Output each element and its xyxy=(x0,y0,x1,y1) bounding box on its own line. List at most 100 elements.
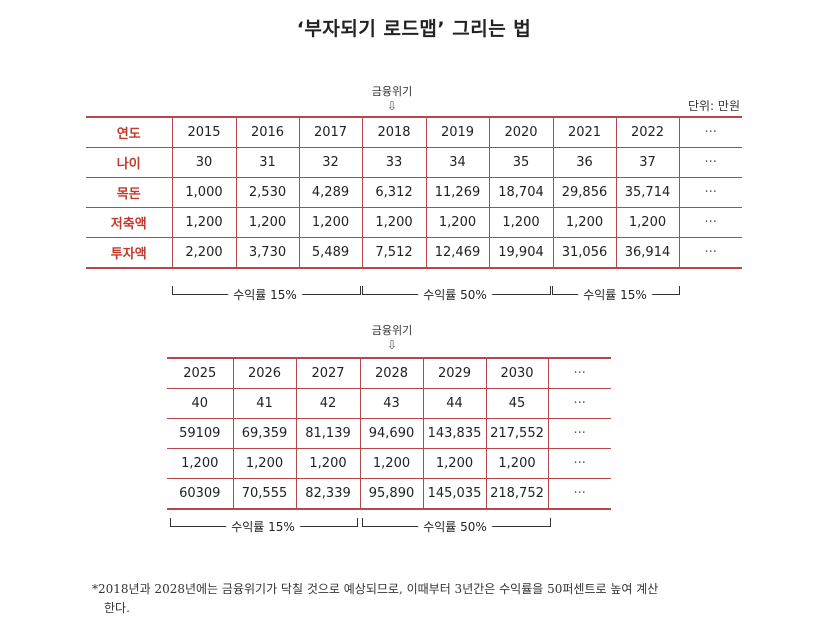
footnote-line-1: *2018년과 2028년에는 금융위기가 닥칠 것으로 예상되므로, 이때부터… xyxy=(92,582,659,596)
return-label-3: 수익률 15% xyxy=(578,286,652,303)
table-cell: 35,714 xyxy=(615,177,680,208)
table-cell: 4,289 xyxy=(298,177,363,208)
table-cell: ··· xyxy=(678,177,742,208)
table-cell: 42 xyxy=(295,388,361,419)
table-cell: 44 xyxy=(422,388,487,419)
page-title: ‘부자되기 로드맵’ 그리는 법 xyxy=(296,18,532,40)
table-cell: 2018 xyxy=(361,116,427,148)
table-row: 1,200 1,200 1,200 1,200 1,200 1,200 ··· xyxy=(167,448,611,479)
table-cell: ··· xyxy=(678,147,742,178)
table-cell: 36,914 xyxy=(615,237,680,269)
table-cell: ··· xyxy=(678,237,742,269)
table-cell: 81,139 xyxy=(295,418,361,449)
table-row: 2025 2026 2027 2028 2029 2030 ··· xyxy=(167,357,611,389)
table-cell: 1,200 xyxy=(167,448,234,479)
table-cell: 29,856 xyxy=(552,177,617,208)
down-arrow-icon: ⇩ xyxy=(386,338,398,352)
table-cell: 34 xyxy=(425,147,490,178)
table-cell: 6,312 xyxy=(361,177,427,208)
table-cell: ··· xyxy=(547,418,611,449)
row-header: 나이 xyxy=(86,147,173,178)
down-arrow-icon: ⇩ xyxy=(386,99,398,113)
table-cell: 1,200 xyxy=(422,448,487,479)
crisis-marker-2028: 금융위기 ⇩ xyxy=(352,322,432,351)
table-cell: 218,752 xyxy=(485,478,549,510)
table-row: 투자액 2,200 3,730 5,489 7,512 12,469 19,904 31,05… xyxy=(86,237,742,269)
table-cell: 43 xyxy=(359,388,424,419)
table-cell: 12,469 xyxy=(425,237,490,269)
table-cell: 1,200 xyxy=(235,207,300,238)
row-header: 연도 xyxy=(86,116,173,148)
table-cell: 1,200 xyxy=(552,207,617,238)
crisis-label: 금융위기 xyxy=(371,324,413,337)
footnote: *2018년과 2028년에는 금융위기가 닥칠 것으로 예상되므로, 이때부터… xyxy=(92,580,752,618)
table-cell: 1,200 xyxy=(485,448,549,479)
table-cell: 94,690 xyxy=(359,418,424,449)
table-cell: 2027 xyxy=(295,357,361,389)
table-cell: 1,200 xyxy=(298,207,363,238)
table-cell: 3,730 xyxy=(235,237,300,269)
table-cell: 60309 xyxy=(167,478,234,510)
table-row: 연도 2015 2016 2017 2018 2019 2020 2021 2022 ··· xyxy=(86,116,742,148)
table-row: 목돈 1,000 2,530 4,289 6,312 11,269 18,704 29,856… xyxy=(86,177,742,208)
table-cell: 2022 xyxy=(615,116,680,148)
table-cell: 37 xyxy=(615,147,680,178)
table-cell: 2,530 xyxy=(235,177,300,208)
table-cell: 32 xyxy=(298,147,363,178)
table-cell: 18,704 xyxy=(488,177,554,208)
table-cell: 145,035 xyxy=(422,478,487,510)
table-cell: 1,000 xyxy=(171,177,237,208)
table-cell: 35 xyxy=(488,147,554,178)
table-cell: 2019 xyxy=(425,116,490,148)
table-cell: 33 xyxy=(361,147,427,178)
return-label-4: 수익률 15% xyxy=(226,518,300,535)
table-cell: ··· xyxy=(547,448,611,479)
table-cell: 30 xyxy=(171,147,237,178)
table-cell: 1,200 xyxy=(359,448,424,479)
table-cell: 7,512 xyxy=(361,237,427,269)
footnote-line-2: 한다. xyxy=(104,601,130,615)
table-cell: 2029 xyxy=(422,357,487,389)
table-cell: 82,339 xyxy=(295,478,361,510)
row-header: 저축액 xyxy=(86,207,173,238)
table-cell: 2017 xyxy=(298,116,363,148)
table-cell: 1,200 xyxy=(488,207,554,238)
table-cell: 41 xyxy=(232,388,297,419)
return-label-5: 수익률 50% xyxy=(418,518,492,535)
roadmap-table-2015-2022: 연도 2015 2016 2017 2018 2019 2020 2021 2022 ··· 나이 3… xyxy=(86,116,742,269)
table-cell: 19,904 xyxy=(488,237,554,269)
row-header: 목돈 xyxy=(86,177,173,208)
table-row: 59109 69,359 81,139 94,690 143,835 217,552 ··· xyxy=(167,418,611,449)
crisis-marker-2018: 금융위기 ⇩ xyxy=(352,83,432,112)
table-row: 나이 30 31 32 33 34 35 36 37 ··· xyxy=(86,147,742,178)
table-cell: 59109 xyxy=(167,418,234,449)
table-row: 40 41 42 43 44 45 ··· xyxy=(167,388,611,419)
table-cell: 2020 xyxy=(488,116,554,148)
return-label-1: 수익률 15% xyxy=(228,286,302,303)
table-row: 60309 70,555 82,339 95,890 145,035 218,752 ··· xyxy=(167,478,611,510)
table-cell: 45 xyxy=(485,388,549,419)
roadmap-table-2025-2030: 2025 2026 2027 2028 2029 2030 ··· 40 41 42 43 44 45 ·… xyxy=(167,357,611,510)
table-cell: 5,489 xyxy=(298,237,363,269)
table-cell: 1,200 xyxy=(615,207,680,238)
table-cell: 143,835 xyxy=(422,418,487,449)
table-cell: 1,200 xyxy=(425,207,490,238)
table-cell: 70,555 xyxy=(232,478,297,510)
table-cell: 2028 xyxy=(359,357,424,389)
table-cell: 31 xyxy=(235,147,300,178)
table-cell: 2,200 xyxy=(171,237,237,269)
table-cell: 2030 xyxy=(485,357,549,389)
table-cell: ··· xyxy=(678,207,742,238)
table-cell: ··· xyxy=(547,478,611,510)
table-cell: 40 xyxy=(167,388,234,419)
table-cell: 31,056 xyxy=(552,237,617,269)
table-cell: 2021 xyxy=(552,116,617,148)
table-cell: 11,269 xyxy=(425,177,490,208)
table-row: 저축액 1,200 1,200 1,200 1,200 1,200 1,200 1,200 1,… xyxy=(86,207,742,238)
table-cell: ··· xyxy=(678,116,742,148)
table-cell: 217,552 xyxy=(485,418,549,449)
table-cell: 36 xyxy=(552,147,617,178)
table-cell: 2016 xyxy=(235,116,300,148)
table-cell: 95,890 xyxy=(359,478,424,510)
table-cell: 1,200 xyxy=(171,207,237,238)
